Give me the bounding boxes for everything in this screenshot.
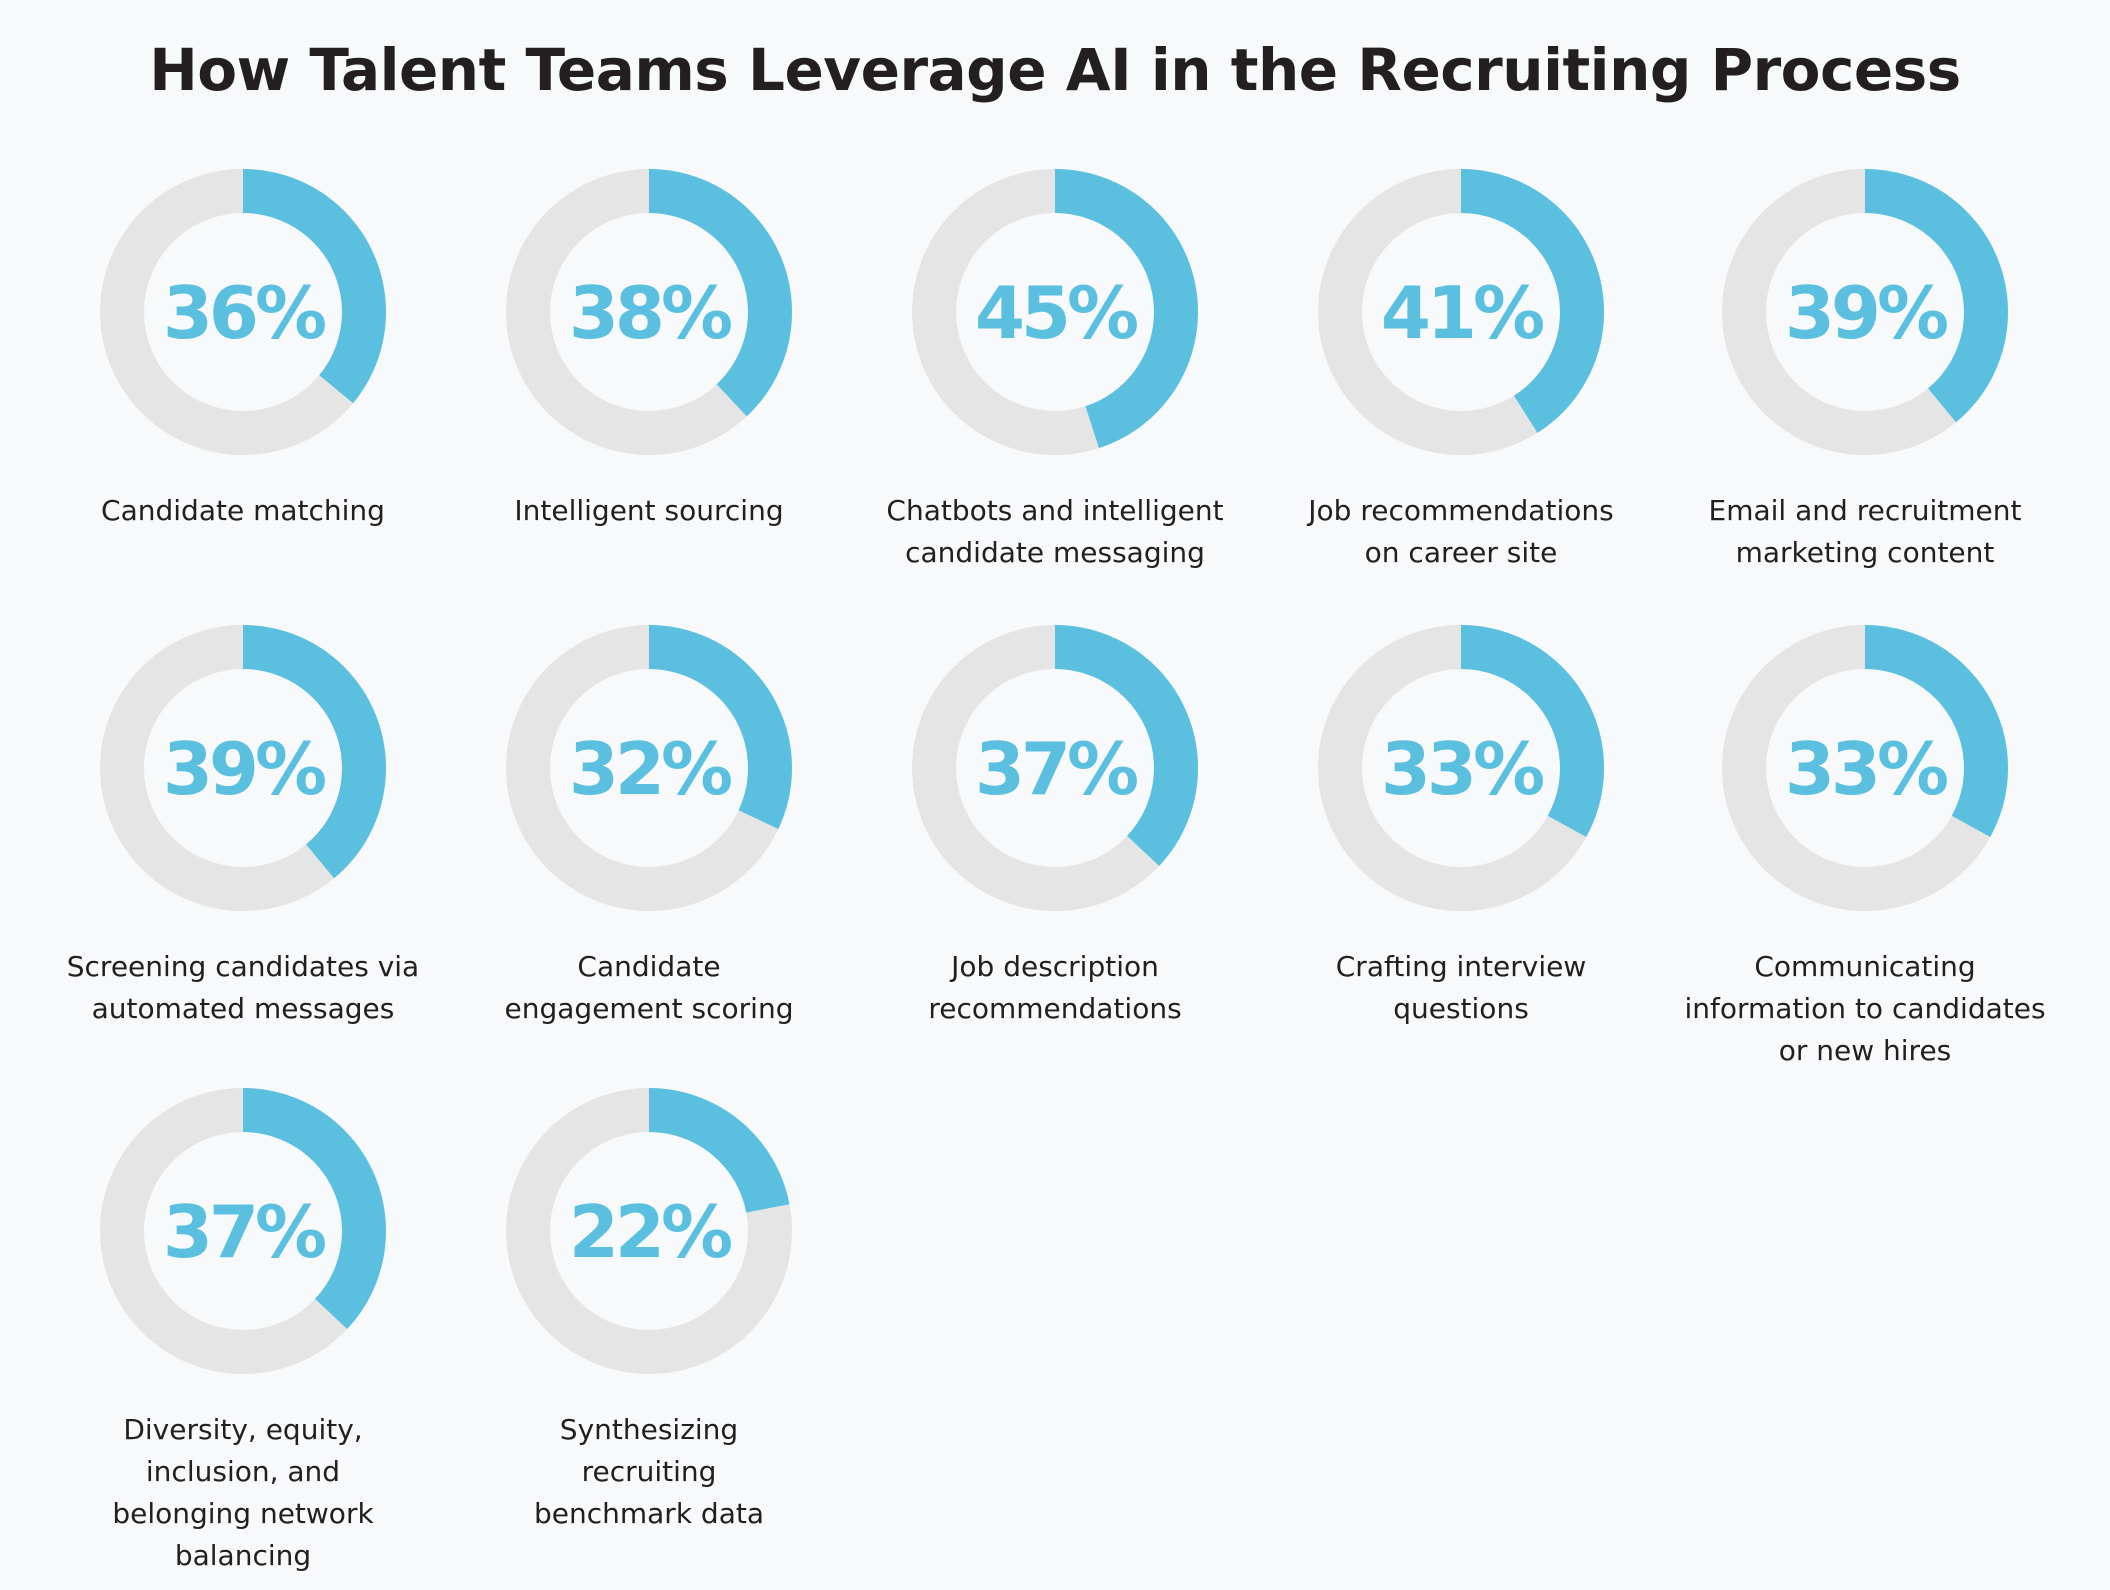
- donut-value-label: 37%: [975, 727, 1137, 811]
- label-line: or new hires: [1778, 1034, 1952, 1067]
- donut-value-label: 22%: [569, 1190, 731, 1274]
- label-line: Job recommendations: [1308, 494, 1614, 527]
- label-line: Diversity, equity,: [123, 1413, 363, 1446]
- donut-category-label: Screening candidates via automated messag…: [43, 946, 443, 1030]
- label-line: Candidate matching: [101, 494, 385, 527]
- donut-value-label: 37%: [163, 1190, 325, 1274]
- donut-value-arc: [100, 169, 386, 455]
- donut-11: 37%: [100, 1088, 386, 1374]
- donut-category-label: Job recommendations on career site: [1261, 490, 1661, 574]
- donut-value-label: 39%: [163, 727, 325, 811]
- label-line: Crafting interview: [1335, 950, 1587, 983]
- label-line: belonging network: [112, 1497, 374, 1530]
- donut-category-label: Candidate engagement scoring: [449, 946, 849, 1030]
- donut-3: 45%: [912, 169, 1198, 455]
- label-line: automated messages: [91, 992, 395, 1025]
- donut-value-arc: [1722, 169, 2008, 455]
- donut-category-label: Crafting interview questions: [1261, 946, 1661, 1030]
- label-line: engagement scoring: [504, 992, 794, 1025]
- label-line: inclusion, and: [145, 1455, 341, 1488]
- donut-category-label: Communicating information to candidates or…: [1665, 946, 2065, 1072]
- donut-value-arc: [912, 625, 1198, 911]
- label-line: on career site: [1364, 536, 1558, 569]
- donut-9: 33%: [1318, 625, 1604, 911]
- donut-value-arc: [912, 169, 1198, 455]
- label-line: Communicating: [1754, 950, 1976, 983]
- donut-value-label: 38%: [569, 271, 731, 355]
- donut-value-label: 33%: [1381, 727, 1543, 811]
- donut-category-label: Email and recruitment marketing content: [1665, 490, 2065, 574]
- donut-value-arc: [1318, 625, 1604, 911]
- label-line: balancing: [174, 1539, 312, 1572]
- donut-6: 39%: [100, 625, 386, 911]
- label-line: recruiting: [581, 1455, 717, 1488]
- donut-1: 36%: [100, 169, 386, 455]
- donut-category-label: Intelligent sourcing: [449, 490, 849, 532]
- chart-title: How Talent Teams Leverage AI in the Recr…: [149, 36, 1961, 104]
- label-line: Synthesizing: [559, 1413, 739, 1446]
- donut-value-arc: [1722, 625, 2008, 911]
- donut-category-label: Synthesizing recruiting benchmark data: [449, 1409, 849, 1535]
- donut-4: 41%: [1318, 169, 1604, 455]
- donut-value-arc: [506, 1088, 792, 1374]
- label-line: Candidate: [577, 950, 721, 983]
- donut-value-label: 32%: [569, 727, 731, 811]
- donut-category-label: Job description recommendations: [855, 946, 1255, 1030]
- donut-value-arc: [100, 1088, 386, 1374]
- label-line: questions: [1393, 992, 1529, 1025]
- label-line: benchmark data: [533, 1497, 764, 1530]
- donut-value-label: 33%: [1785, 727, 1947, 811]
- donut-value-arc: [506, 625, 792, 911]
- donut-5: 39%: [1722, 169, 2008, 455]
- label-line: Screening candidates via: [66, 950, 420, 983]
- donut-2: 38%: [506, 169, 792, 455]
- donut-value-label: 39%: [1785, 271, 1947, 355]
- donut-value-arc: [506, 169, 792, 455]
- donut-value-label: 41%: [1381, 271, 1543, 355]
- label-line: Job description: [951, 950, 1159, 983]
- label-line: Intelligent sourcing: [514, 494, 784, 527]
- label-line: information to candidates: [1684, 992, 2046, 1025]
- donut-value-label: 36%: [163, 271, 325, 355]
- donut-10: 33%: [1722, 625, 2008, 911]
- donut-12: 22%: [506, 1088, 792, 1374]
- label-line: Email and recruitment: [1708, 494, 2022, 527]
- label-line: Chatbots and intelligent: [886, 494, 1224, 527]
- label-line: marketing content: [1735, 536, 1995, 569]
- label-line: candidate messaging: [905, 536, 1205, 569]
- donut-category-label: Chatbots and intelligent candidate messag…: [855, 490, 1255, 574]
- donut-value-arc: [100, 625, 386, 911]
- label-line: recommendations: [928, 992, 1182, 1025]
- donut-8: 37%: [912, 625, 1198, 911]
- donut-category-label: Diversity, equity, inclusion, and belongin…: [43, 1409, 443, 1577]
- donut-value-arc: [1318, 169, 1604, 455]
- donut-7: 32%: [506, 625, 792, 911]
- donut-value-label: 45%: [975, 271, 1137, 355]
- donut-category-label: Candidate matching: [43, 490, 443, 532]
